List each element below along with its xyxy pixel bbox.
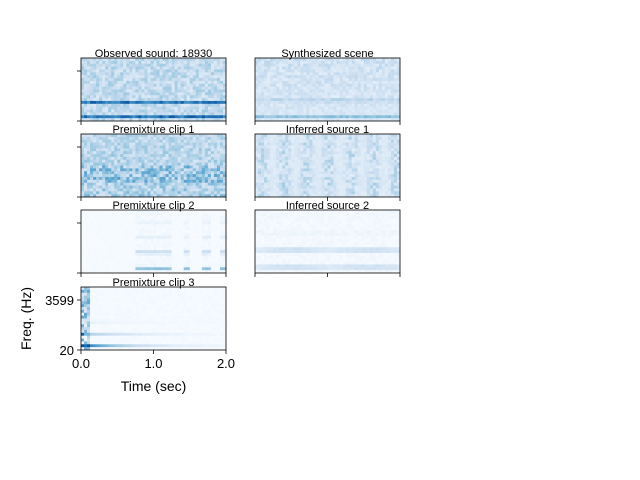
panel-pre2: Premixture clip 2 — [77, 200, 227, 277]
spectrogram-inf1 — [255, 134, 401, 198]
panel-title: Synthesized scene — [281, 48, 373, 60]
panel-synth: Synthesized scene — [254, 48, 401, 125]
y-axis-label: Freq. (Hz) — [18, 287, 34, 350]
panel-observed: Observed sound: 18930 — [77, 48, 227, 125]
panel-title: Observed sound: 18930 — [95, 48, 212, 60]
panel-title: Inferred source 2 — [286, 200, 369, 212]
spectrogram-pre1 — [81, 134, 227, 198]
spectrogram-pre3 — [81, 287, 227, 351]
y-tick-label: 20 — [60, 343, 74, 358]
x-tick-label: 2.0 — [217, 356, 235, 371]
panel-inf2: Inferred source 2 — [254, 200, 401, 277]
panel-title: Premixture clip 3 — [113, 277, 195, 289]
spectrogram-synth — [255, 58, 401, 122]
panel-pre1: Premixture clip 1 — [77, 124, 227, 201]
panel-inf1: Inferred source 1 — [254, 124, 401, 201]
panel-title: Premixture clip 2 — [113, 200, 195, 212]
spectrogram-observed — [81, 58, 227, 122]
panel-pre3: Premixture clip 3 — [80, 277, 227, 351]
y-tick-label: 3599 — [45, 293, 74, 308]
panel-title: Premixture clip 1 — [113, 124, 195, 136]
x-tick-label: 0.0 — [72, 356, 90, 371]
axes-labels: 0.0 1.0 2.0 20 3599 Time (sec) Freq. (Hz) — [18, 287, 235, 394]
spectrogram-inf2 — [255, 210, 401, 274]
x-tick-label: 1.0 — [144, 356, 162, 371]
panel-title: Inferred source 1 — [286, 124, 369, 136]
x-axis-label: Time (sec) — [121, 378, 187, 394]
spectrogram-pre2 — [81, 210, 227, 274]
